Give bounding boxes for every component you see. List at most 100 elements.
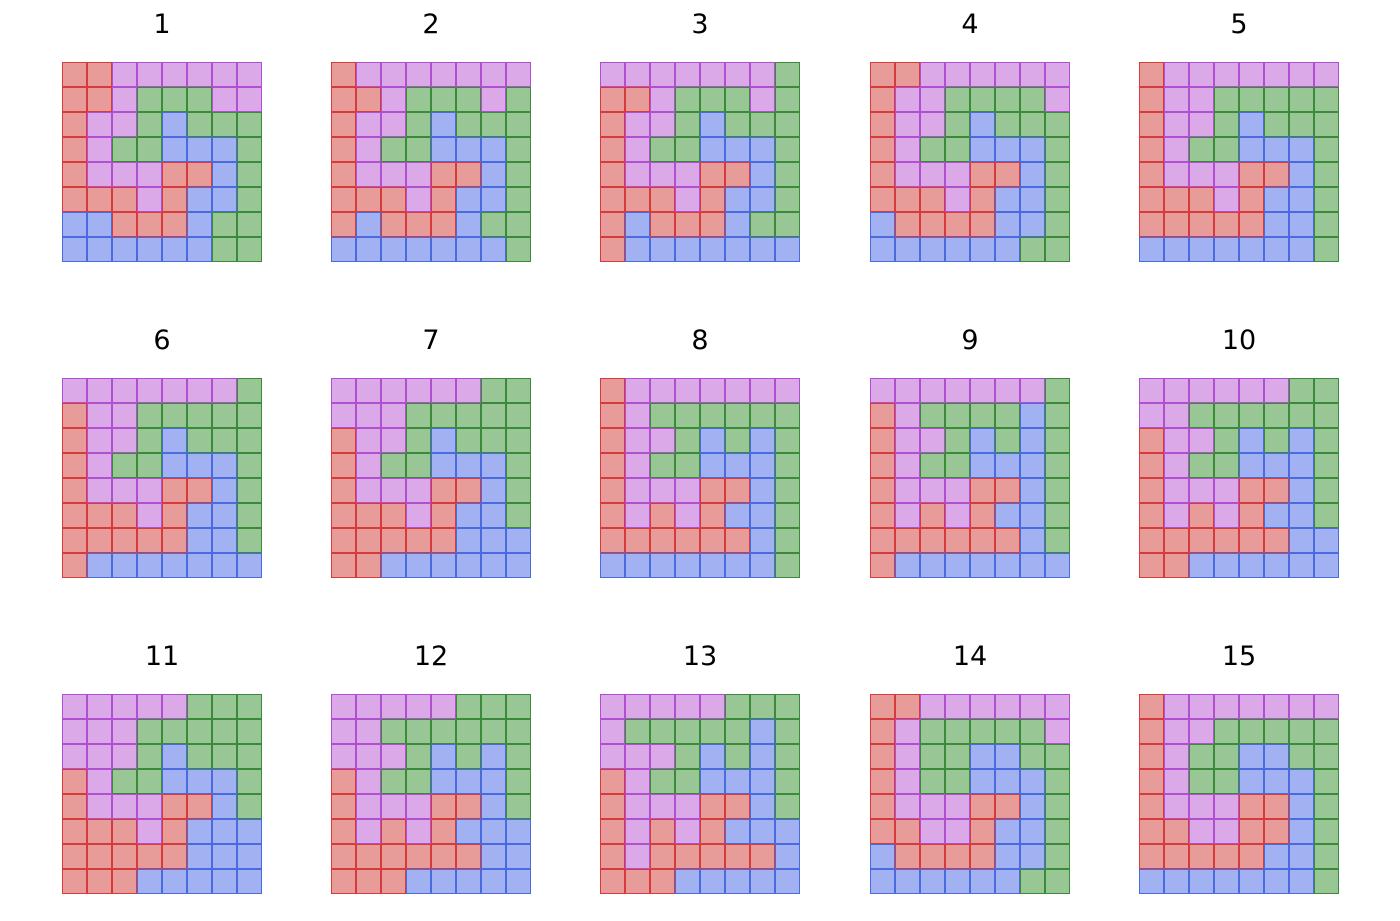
grid-cell [945, 719, 970, 744]
grid-cell [1239, 112, 1264, 137]
grid-cell [1020, 478, 1045, 503]
grid-cell [162, 137, 187, 162]
grid-cell [1189, 112, 1214, 137]
grid-cell [625, 162, 650, 187]
grid-cell [1264, 478, 1289, 503]
grid-cell [87, 237, 112, 262]
grid-cell [650, 403, 675, 428]
grid-cell [995, 453, 1020, 478]
grid-cell [187, 187, 212, 212]
grid-cell [112, 528, 137, 553]
grid-cell [162, 62, 187, 87]
grid-cell [1020, 112, 1045, 137]
grid-cell [356, 453, 381, 478]
grid-cell [356, 744, 381, 769]
grid-cell [600, 137, 625, 162]
grid-cell [1214, 187, 1239, 212]
grid-cell [870, 844, 895, 869]
grid-cell [381, 428, 406, 453]
grid-cell [1314, 844, 1339, 869]
grid-cell [650, 694, 675, 719]
grid-cell [1214, 844, 1239, 869]
grid-cell [675, 553, 700, 578]
grid-cell [750, 553, 775, 578]
grid-cell [506, 403, 531, 428]
grid-cell [1314, 162, 1339, 187]
grid-cell [920, 528, 945, 553]
grid-cell [1045, 528, 1070, 553]
grid-cell [870, 137, 895, 162]
grid-cell [162, 869, 187, 894]
grid-cell [1139, 112, 1164, 137]
grid-cell [506, 844, 531, 869]
grid-cell [1264, 62, 1289, 87]
panel-number: 2 [422, 9, 440, 40]
grid-cell [700, 528, 725, 553]
grid-cell [675, 403, 700, 428]
grid-cell [431, 137, 456, 162]
grid-cell [700, 87, 725, 112]
grid-cell [137, 794, 162, 819]
grid-cell [331, 212, 356, 237]
grid-cell [1214, 428, 1239, 453]
grid-cell [331, 719, 356, 744]
grid-cell [331, 769, 356, 794]
grid-cell [456, 378, 481, 403]
grid-cell [381, 87, 406, 112]
grid-cell [1139, 87, 1164, 112]
grid-cell [356, 528, 381, 553]
grid-cell [62, 794, 87, 819]
grid-cell [1289, 869, 1314, 894]
grid-cell [995, 503, 1020, 528]
grid-cell [1314, 428, 1339, 453]
grid-cell [870, 503, 895, 528]
grid-cell [1020, 162, 1045, 187]
grid-cell [625, 212, 650, 237]
grid-cell [600, 428, 625, 453]
grid-cell [870, 87, 895, 112]
grid-cell [650, 187, 675, 212]
grid-cell [406, 694, 431, 719]
grid-cell [1164, 453, 1189, 478]
grid-cell [112, 112, 137, 137]
grid-cell [1020, 403, 1045, 428]
grid-cell [356, 237, 381, 262]
grid-cell [481, 769, 506, 794]
grid-cell [431, 212, 456, 237]
grid-cell [212, 162, 237, 187]
grid-cell [406, 137, 431, 162]
grid-cell [381, 62, 406, 87]
grid-cell [995, 719, 1020, 744]
grid-cell [1314, 137, 1339, 162]
grid-cell [1214, 744, 1239, 769]
grid-cell [137, 819, 162, 844]
grid-cell [62, 428, 87, 453]
grid-cell [970, 503, 995, 528]
grid-cell [1239, 187, 1264, 212]
grid-cell [1164, 869, 1189, 894]
grid-cell [331, 378, 356, 403]
grid-cell [775, 112, 800, 137]
grid-cell [650, 744, 675, 769]
grid-cell [481, 719, 506, 744]
grid-cell [1264, 528, 1289, 553]
grid-cell [1020, 87, 1045, 112]
grid-cell [162, 844, 187, 869]
grid-cell [506, 237, 531, 262]
tiling-grid [1139, 62, 1339, 262]
grid-cell [750, 237, 775, 262]
grid-cell [1239, 453, 1264, 478]
grid-cell [775, 819, 800, 844]
grid-cell [700, 428, 725, 453]
grid-cell [187, 87, 212, 112]
grid-cell [331, 453, 356, 478]
grid-cell [481, 819, 506, 844]
grid-cell [995, 844, 1020, 869]
grid-cell [406, 428, 431, 453]
panel-number: 10 [1221, 325, 1257, 356]
grid-cell [62, 869, 87, 894]
grid-cell [700, 478, 725, 503]
grid-cell [1314, 719, 1339, 744]
grid-cell [700, 212, 725, 237]
grid-cell [431, 187, 456, 212]
